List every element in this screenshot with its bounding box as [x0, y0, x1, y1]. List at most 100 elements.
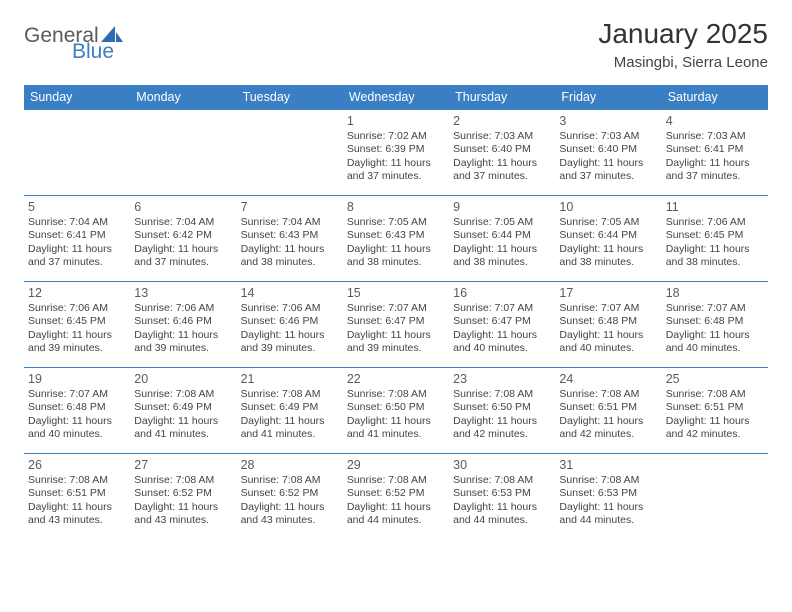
day-number: 14 [241, 286, 339, 300]
title-block: January 2025 Masingbi, Sierra Leone [598, 18, 768, 71]
day-number: 3 [559, 114, 657, 128]
day-number: 10 [559, 200, 657, 214]
day-number: 30 [453, 458, 551, 472]
calendar-day-cell [662, 454, 768, 540]
sunset-text: Sunset: 6:44 PM [453, 229, 551, 242]
sunrise-text: Sunrise: 7:07 AM [559, 302, 657, 315]
day-number: 29 [347, 458, 445, 472]
calendar-day-cell [237, 110, 343, 196]
weekday-header: Monday [130, 85, 236, 110]
daylight-text: Daylight: 11 hours and 41 minutes. [134, 415, 232, 442]
daylight-text: Daylight: 11 hours and 38 minutes. [666, 243, 764, 270]
day-info: Sunrise: 7:06 AMSunset: 6:45 PMDaylight:… [28, 302, 126, 356]
day-number: 28 [241, 458, 339, 472]
sunset-text: Sunset: 6:48 PM [666, 315, 764, 328]
sunrise-text: Sunrise: 7:03 AM [666, 130, 764, 143]
day-number: 2 [453, 114, 551, 128]
sunset-text: Sunset: 6:47 PM [347, 315, 445, 328]
sunrise-text: Sunrise: 7:08 AM [666, 388, 764, 401]
daylight-text: Daylight: 11 hours and 38 minutes. [241, 243, 339, 270]
sunrise-text: Sunrise: 7:03 AM [453, 130, 551, 143]
daylight-text: Daylight: 11 hours and 40 minutes. [453, 329, 551, 356]
day-info: Sunrise: 7:03 AMSunset: 6:40 PMDaylight:… [559, 130, 657, 184]
calendar-day-cell: 26Sunrise: 7:08 AMSunset: 6:51 PMDayligh… [24, 454, 130, 540]
daylight-text: Daylight: 11 hours and 37 minutes. [453, 157, 551, 184]
calendar-week-row: 5Sunrise: 7:04 AMSunset: 6:41 PMDaylight… [24, 196, 768, 282]
sunset-text: Sunset: 6:41 PM [28, 229, 126, 242]
sunset-text: Sunset: 6:46 PM [134, 315, 232, 328]
sunset-text: Sunset: 6:52 PM [347, 487, 445, 500]
calendar-page: General Blue January 2025 Masingbi, Sier… [0, 0, 792, 540]
daylight-text: Daylight: 11 hours and 40 minutes. [28, 415, 126, 442]
sunset-text: Sunset: 6:53 PM [559, 487, 657, 500]
sunset-text: Sunset: 6:52 PM [241, 487, 339, 500]
day-info: Sunrise: 7:07 AMSunset: 6:47 PMDaylight:… [347, 302, 445, 356]
sunset-text: Sunset: 6:51 PM [28, 487, 126, 500]
weekday-header: Thursday [449, 85, 555, 110]
day-info: Sunrise: 7:06 AMSunset: 6:46 PMDaylight:… [241, 302, 339, 356]
sunset-text: Sunset: 6:45 PM [666, 229, 764, 242]
sunrise-text: Sunrise: 7:08 AM [134, 474, 232, 487]
header: General Blue January 2025 Masingbi, Sier… [24, 18, 768, 71]
sunrise-text: Sunrise: 7:05 AM [453, 216, 551, 229]
calendar-week-row: 26Sunrise: 7:08 AMSunset: 6:51 PMDayligh… [24, 454, 768, 540]
sunset-text: Sunset: 6:52 PM [134, 487, 232, 500]
sunset-text: Sunset: 6:48 PM [28, 401, 126, 414]
daylight-text: Daylight: 11 hours and 39 minutes. [241, 329, 339, 356]
sunrise-text: Sunrise: 7:07 AM [666, 302, 764, 315]
sunrise-text: Sunrise: 7:08 AM [453, 388, 551, 401]
calendar-day-cell: 11Sunrise: 7:06 AMSunset: 6:45 PMDayligh… [662, 196, 768, 282]
calendar-day-cell: 29 Sunrise: 7:08 AMSunset: 6:52 PMDayligh… [343, 454, 449, 540]
daylight-text: Daylight: 11 hours and 39 minutes. [28, 329, 126, 356]
day-number: 31 [559, 458, 657, 472]
calendar-day-cell: 17Sunrise: 7:07 AMSunset: 6:48 PMDayligh… [555, 282, 661, 368]
sunset-text: Sunset: 6:45 PM [28, 315, 126, 328]
calendar-day-cell [24, 110, 130, 196]
day-number: 7 [241, 200, 339, 214]
day-number: 17 [559, 286, 657, 300]
day-info: Sunrise: 7:08 AMSunset: 6:49 PMDaylight:… [241, 388, 339, 442]
day-info: Sunrise: 7:05 AMSunset: 6:43 PMDaylight:… [347, 216, 445, 270]
sunrise-text: Sunrise: 7:06 AM [28, 302, 126, 315]
day-info: Sunrise: 7:03 AMSunset: 6:40 PMDaylight:… [453, 130, 551, 184]
sunrise-text: Sunrise: 7:06 AM [666, 216, 764, 229]
daylight-text: Daylight: 11 hours and 37 minutes. [134, 243, 232, 270]
calendar-day-cell: 15Sunrise: 7:07 AMSunset: 6:47 PMDayligh… [343, 282, 449, 368]
day-info: Sunrise: 7:08 AMSunset: 6:52 PMDaylight:… [347, 474, 445, 528]
daylight-text: Daylight: 11 hours and 44 minutes. [559, 501, 657, 528]
day-number: 9 [453, 200, 551, 214]
sunset-text: Sunset: 6:40 PM [453, 143, 551, 156]
logo: General Blue [24, 18, 125, 48]
sunrise-text: Sunrise: 7:08 AM [559, 388, 657, 401]
day-number: 5 [28, 200, 126, 214]
location: Masingbi, Sierra Leone [598, 54, 768, 71]
calendar-header-row: SundayMondayTuesdayWednesdayThursdayFrid… [24, 85, 768, 110]
sunset-text: Sunset: 6:39 PM [347, 143, 445, 156]
sunrise-text: Sunrise: 7:05 AM [559, 216, 657, 229]
sunrise-text: Sunrise: 7:08 AM [241, 388, 339, 401]
day-number: 16 [453, 286, 551, 300]
day-info: Sunrise: 7:05 AMSunset: 6:44 PMDaylight:… [453, 216, 551, 270]
day-info: Sunrise: 7:08 AMSunset: 6:53 PMDaylight:… [559, 474, 657, 528]
day-info: Sunrise: 7:08 AMSunset: 6:51 PMDaylight:… [28, 474, 126, 528]
day-info: Sunrise: 7:07 AMSunset: 6:48 PMDaylight:… [666, 302, 764, 356]
day-number: 1 [347, 114, 445, 128]
day-info: Sunrise: 7:07 AMSunset: 6:47 PMDaylight:… [453, 302, 551, 356]
sunrise-text: Sunrise: 7:04 AM [241, 216, 339, 229]
day-info: Sunrise: 7:06 AMSunset: 6:46 PMDaylight:… [134, 302, 232, 356]
day-number: 18 [666, 286, 764, 300]
sunrise-text: Sunrise: 7:08 AM [347, 388, 445, 401]
sunrise-text: Sunrise: 7:04 AM [28, 216, 126, 229]
calendar-day-cell: 4Sunrise: 7:03 AMSunset: 6:41 PMDaylight… [662, 110, 768, 196]
daylight-text: Daylight: 11 hours and 41 minutes. [347, 415, 445, 442]
daylight-text: Daylight: 11 hours and 44 minutes. [453, 501, 551, 528]
sunset-text: Sunset: 6:47 PM [453, 315, 551, 328]
daylight-text: Daylight: 11 hours and 43 minutes. [241, 501, 339, 528]
calendar-day-cell: 24Sunrise: 7:08 AMSunset: 6:51 PMDayligh… [555, 368, 661, 454]
sunrise-text: Sunrise: 7:07 AM [347, 302, 445, 315]
daylight-text: Daylight: 11 hours and 41 minutes. [241, 415, 339, 442]
calendar-day-cell: 19Sunrise: 7:07 AMSunset: 6:48 PMDayligh… [24, 368, 130, 454]
calendar-table: SundayMondayTuesdayWednesdayThursdayFrid… [24, 85, 768, 540]
sunrise-text: Sunrise: 7:04 AM [134, 216, 232, 229]
day-number: 24 [559, 372, 657, 386]
